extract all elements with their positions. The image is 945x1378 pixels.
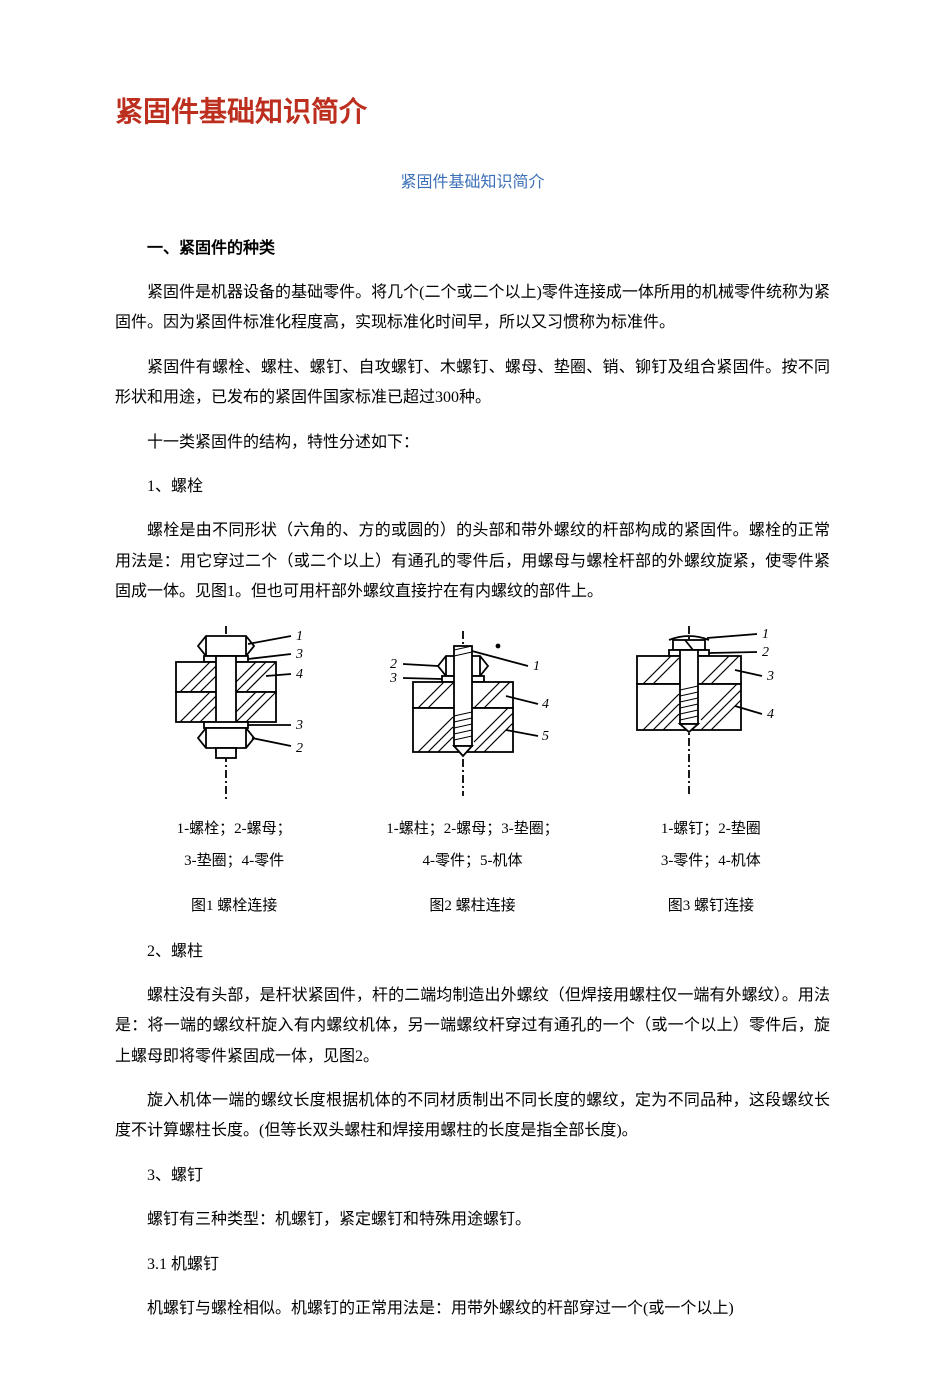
figure-caption: 3-零件；4-机体 <box>592 847 830 876</box>
label: 4 <box>542 697 549 712</box>
figure-title: 图2 螺柱连接 <box>353 894 591 915</box>
figure-caption: 1-螺栓；2-螺母； <box>115 815 353 844</box>
paragraph: 紧固件有螺栓、螺柱、螺钉、自攻螺钉、木螺钉、螺母、垫圈、销、铆钉及组合紧固件。按… <box>115 353 830 414</box>
figure-title-row: 图1 螺栓连接 图2 螺柱连接 图3 螺钉连接 <box>115 894 830 915</box>
figure-3: 1 2 3 4 <box>588 626 820 801</box>
figure-caption: 1-螺柱；2-螺母；3-垫圈； <box>353 815 591 844</box>
figure-1: 1 3 4 3 2 <box>125 626 357 801</box>
label: 5 <box>542 729 549 744</box>
subtitle: 紧固件基础知识简介 <box>115 168 830 192</box>
screw-diagram-icon: 1 2 3 4 <box>617 626 792 801</box>
figure-title: 图1 螺栓连接 <box>115 894 353 915</box>
bolt-diagram-icon: 1 3 4 3 2 <box>156 626 326 801</box>
figure-caption: 4-零件；5-机体 <box>353 847 591 876</box>
label: 3 <box>295 718 303 733</box>
item-number: 3、螺钉 <box>115 1161 830 1191</box>
caption-row: 3-垫圈；4-零件 4-零件；5-机体 3-零件；4-机体 <box>115 847 830 876</box>
main-title: 紧固件基础知识简介 <box>115 90 830 130</box>
paragraph: 紧固件是机器设备的基础零件。将几个(二个或二个以上)零件连接成一体所用的机械零件… <box>115 278 830 339</box>
section-heading: 一、紧固件的种类 <box>115 234 830 258</box>
paragraph: 螺柱没有头部，是杆状紧固件，杆的二端均制造出外螺纹（但焊接用螺柱仅一端有外螺纹）… <box>115 981 830 1072</box>
label: 4 <box>767 707 774 722</box>
figures-row: 1 3 4 3 2 <box>115 626 830 801</box>
label: 3 <box>766 669 774 684</box>
paragraph: 螺栓是由不同形状（六角的、方的或圆的）的头部和带外螺纹的杆部构成的紧固件。螺栓的… <box>115 516 830 607</box>
figure-caption: 3-垫圈；4-零件 <box>115 847 353 876</box>
paragraph: 螺钉有三种类型：机螺钉，紧定螺钉和特殊用途螺钉。 <box>115 1205 830 1235</box>
label: 2 <box>390 657 397 672</box>
item-number: 2、螺柱 <box>115 937 830 967</box>
label: 3 <box>295 647 303 662</box>
item-number: 1、螺栓 <box>115 472 830 502</box>
stud-diagram-icon: 2 3 1 4 5 <box>378 626 568 801</box>
caption-row: 1-螺栓；2-螺母； 1-螺柱；2-螺母；3-垫圈； 1-螺钉；2-垫圈 <box>115 815 830 844</box>
label: 2 <box>762 645 769 660</box>
paragraph: 机螺钉与螺栓相似。机螺钉的正常用法是：用带外螺纹的杆部穿过一个(或一个以上) <box>115 1294 830 1324</box>
figure-caption: 1-螺钉；2-垫圈 <box>592 815 830 844</box>
label: 1 <box>296 629 303 644</box>
paragraph: 十一类紧固件的结构，特性分述如下： <box>115 428 830 458</box>
label: 4 <box>296 667 303 682</box>
label: 1 <box>533 659 540 674</box>
label: 1 <box>762 627 769 642</box>
figure-2: 2 3 1 4 5 <box>357 626 589 801</box>
item-number: 3.1 机螺钉 <box>115 1250 830 1280</box>
paragraph: 旋入机体一端的螺纹长度根据机体的不同材质制出不同长度的螺纹，定为不同品种，这段螺… <box>115 1086 830 1147</box>
label: 3 <box>389 671 397 686</box>
figure-title: 图3 螺钉连接 <box>592 894 830 915</box>
label: 2 <box>296 741 303 756</box>
